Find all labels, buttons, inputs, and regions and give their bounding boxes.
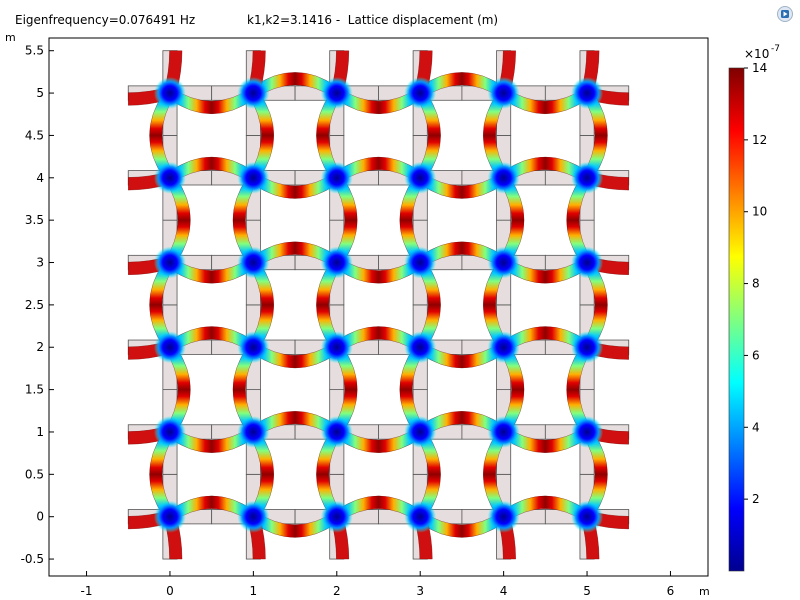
lattice-node [153, 331, 186, 364]
x-tick-label: 5 [583, 584, 591, 598]
lattice-node [404, 77, 437, 110]
colorbar-tick-label: 6 [752, 348, 760, 362]
lattice-node [571, 77, 604, 110]
colorbar-tick-label: 8 [752, 277, 760, 291]
lattice-node [153, 161, 186, 194]
colorbar-tick-label: 10 [752, 205, 767, 219]
lattice-node [320, 415, 353, 448]
lattice-node [404, 246, 437, 279]
lattice-node [237, 500, 270, 533]
colorbar-tick-label: 14 [752, 61, 767, 75]
y-tick-label: 3 [36, 256, 44, 270]
deformed-beams [128, 50, 629, 560]
colorbar-tick-label: 4 [752, 420, 760, 434]
lattice-node [320, 161, 353, 194]
lattice-nodes [153, 77, 604, 533]
colorbar-tick-label: 2 [752, 492, 760, 506]
y-tick-label: 0 [36, 510, 44, 524]
lattice-node [571, 415, 604, 448]
x-tick-label: 2 [333, 584, 341, 598]
lattice-beams [127, 50, 630, 560]
lattice-node [237, 331, 270, 364]
y-tick-label: 1 [36, 425, 44, 439]
lattice-node [320, 500, 353, 533]
eigenfrequency-title: Eigenfrequency=0.076491 Hz [15, 13, 196, 27]
lattice-node [404, 331, 437, 364]
colorbar-axis: 2 4 6 8 10 12 14 [744, 61, 767, 506]
x-tick-label: 6 [667, 584, 675, 598]
colorbar-tick-label: 12 [752, 133, 767, 147]
lattice-node [320, 246, 353, 279]
x-tick-label: -1 [81, 584, 93, 598]
y-axis: -0.5 0 0.5 1 1.5 2 2.5 3 3.5 4 4.5 5 5.5 [21, 44, 54, 566]
lattice-node [571, 161, 604, 194]
y-axis-label: m [5, 31, 16, 44]
app-logo-icon [777, 6, 793, 22]
x-tick-label: 4 [500, 584, 508, 598]
lattice-node [404, 500, 437, 533]
x-axis: -1 0 1 2 3 4 5 6 [81, 571, 675, 598]
wavevector-title: k1,k2=3.1416 - Lattice displacement (m) [247, 13, 499, 27]
y-tick-label: 4 [36, 171, 44, 185]
lattice-node [237, 161, 270, 194]
x-tick-label: 1 [250, 584, 258, 598]
lattice-node [153, 77, 186, 110]
colorbar-exponent: -7 [771, 44, 780, 54]
x-tick-label: 3 [416, 584, 424, 598]
x-tick-label: 0 [166, 584, 174, 598]
y-tick-label: 2 [36, 340, 44, 354]
lattice-node [487, 500, 520, 533]
colorbar [728, 67, 745, 572]
y-tick-label: -0.5 [21, 552, 44, 566]
lattice-node [487, 77, 520, 110]
y-tick-label: 5 [36, 86, 44, 100]
lattice-node [487, 246, 520, 279]
y-tick-label: 5.5 [25, 44, 44, 58]
y-tick-label: 1.5 [25, 383, 44, 397]
lattice-node [487, 415, 520, 448]
x-axis-label: m [699, 585, 710, 598]
lattice-node [320, 77, 353, 110]
lattice-node [404, 415, 437, 448]
lattice-node [571, 246, 604, 279]
lattice-node [404, 161, 437, 194]
y-tick-label: 0.5 [25, 467, 44, 481]
plot-frame [48, 37, 709, 577]
lattice-node [237, 246, 270, 279]
lattice-node [153, 500, 186, 533]
lattice-node [153, 415, 186, 448]
lattice-node [571, 331, 604, 364]
y-tick-label: 4.5 [25, 128, 44, 142]
lattice-node [320, 331, 353, 364]
colorbar-multiplier: ×10 [744, 47, 769, 61]
lattice-node [487, 161, 520, 194]
y-tick-label: 2.5 [25, 298, 44, 312]
y-tick-label: 3.5 [25, 213, 44, 227]
lattice-node [237, 415, 270, 448]
lattice-node [487, 331, 520, 364]
lattice-node [571, 500, 604, 533]
app-icon[interactable] [777, 6, 793, 22]
lattice-node [237, 77, 270, 110]
lattice-node [153, 246, 186, 279]
